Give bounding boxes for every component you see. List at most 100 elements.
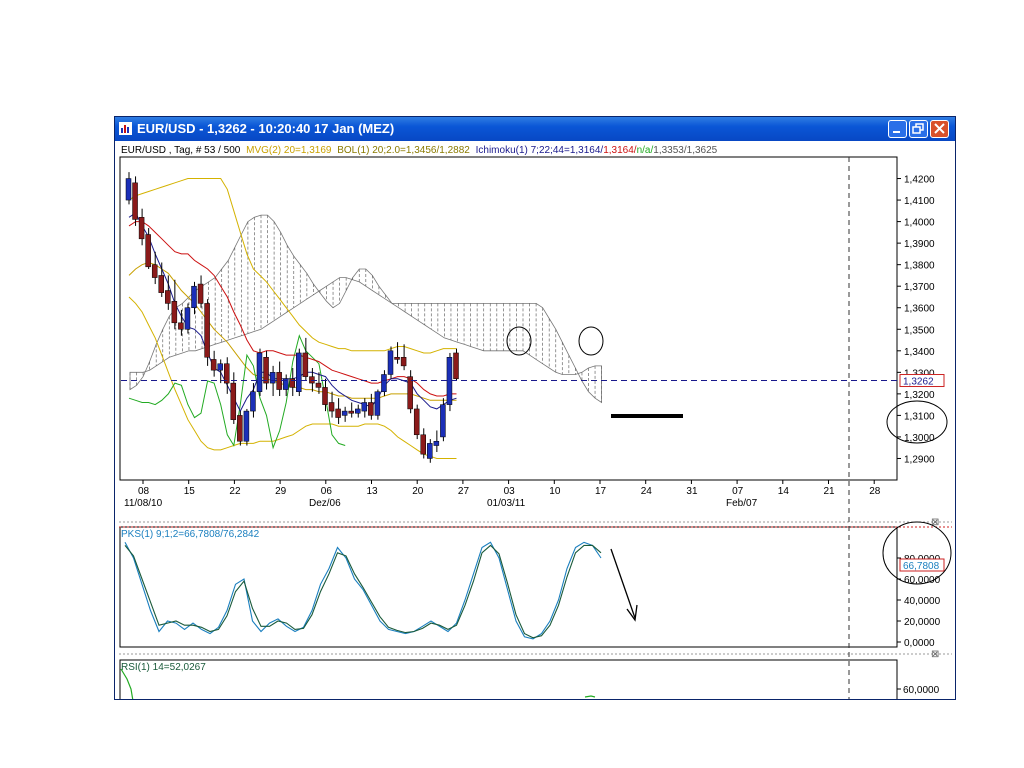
bear-candle <box>289 378 295 388</box>
x-tick-label: 07 <box>732 486 744 497</box>
bear-candle <box>237 415 243 442</box>
bull-candle <box>191 285 197 308</box>
chart-app-icon <box>119 122 132 135</box>
bear-candle <box>315 382 322 388</box>
chart-canvas: EUR/USD , Tag, # 53 / 500 MVG(2) 20=1,31… <box>119 145 952 699</box>
bull-candle <box>341 410 348 416</box>
axis-layer: 1,4200 1,4100 1,4000 1,3900 1,3800 1,3700 1,36… <box>138 175 935 497</box>
bear-candle <box>138 217 145 240</box>
bear-candle <box>420 434 426 455</box>
bear-candle <box>413 408 420 436</box>
stochastic-y-tick-label: 40,0000 <box>904 596 941 607</box>
x-tick-label: 27 <box>458 486 470 497</box>
bull-candle <box>387 350 394 375</box>
y-tick-label: 1,3600 <box>904 304 935 315</box>
bull-candle <box>269 372 276 384</box>
bull-candle <box>217 363 223 371</box>
stochastic-y-tick-label: 60,0000 <box>904 575 941 586</box>
header-ichimoku-chikou: n/a/ <box>637 145 654 156</box>
ichimoku-cloud-outline <box>129 214 602 404</box>
bear-candle <box>132 182 138 220</box>
header-pair: EUR/USD , Tag, # 53 / 500 <box>121 145 241 156</box>
bear-candle <box>328 402 335 412</box>
bull-candle <box>250 391 256 412</box>
bear-candle <box>197 283 204 304</box>
x-tick-label: 17 <box>595 486 607 497</box>
x-tick-label: 13 <box>367 486 379 497</box>
bear-candle <box>368 402 374 416</box>
y-tick-label: 1,4100 <box>904 196 935 207</box>
bear-candle <box>394 357 400 360</box>
x-tick-label: 15 <box>184 486 196 497</box>
bear-candle <box>145 234 151 268</box>
x-tick-label: 08 <box>138 486 150 497</box>
x-tick-label: 14 <box>778 486 790 497</box>
panel-close-icon-1[interactable]: ⊠ <box>931 517 939 528</box>
y-tick-label: 1,3500 <box>904 325 935 336</box>
y-tick-label: 1,3900 <box>904 239 935 250</box>
bear-candle <box>335 408 341 418</box>
bull-candle <box>256 352 263 392</box>
main-plot-layer <box>125 172 602 463</box>
bear-candle <box>230 382 237 420</box>
title-bar[interactable]: EUR/USD - 1,3262 - 10:20:40 17 Jan (MEZ) <box>115 117 955 141</box>
rsi-line-2 <box>584 695 596 698</box>
bear-candle <box>151 264 158 278</box>
stochastic-y-tick-label: 20,0000 <box>904 617 941 628</box>
bear-candle <box>165 290 171 304</box>
y-tick-label: 1,4000 <box>904 218 935 229</box>
stochastic-value-label: 66,7808 <box>903 561 940 572</box>
annotation-circle-1 <box>506 326 532 356</box>
rsi-tick-label: 60,0000 <box>903 685 940 696</box>
header-bol: BOL(1) 20;2.0=1,3456/1,2882 <box>337 145 470 156</box>
y-tick-label: 1,3300 <box>904 368 935 379</box>
bear-candle <box>276 372 282 390</box>
annotation-arrow-head <box>626 604 638 622</box>
y-tick-label: 1,2900 <box>904 454 935 465</box>
bear-candle <box>348 410 354 414</box>
rsi-label: RSI(1) 14=52,0267 <box>121 662 206 673</box>
close-button[interactable] <box>930 120 949 138</box>
bull-candle <box>243 410 250 442</box>
x-tick-label: 20 <box>412 486 424 497</box>
bull-candle <box>296 352 302 392</box>
y-tick-label: 1,3100 <box>904 411 935 422</box>
date-label-2: Dez/06 <box>309 498 341 509</box>
bear-candle <box>263 357 269 384</box>
bull-candle <box>355 408 361 414</box>
panel-close-icon-2[interactable]: ⊠ <box>931 649 939 660</box>
restore-button[interactable] <box>909 120 928 138</box>
header-ichimoku: Ichimoku(1) 7;22;44=1,3164/ <box>476 145 604 156</box>
y-tick-label: 1,3000 <box>904 433 935 444</box>
x-tick-label: 03 <box>504 486 516 497</box>
stochastic-k-line <box>124 541 602 640</box>
date-label-1: 11/08/10 <box>124 498 163 509</box>
header-mvg: MVG(2) 20=1,3169 <box>246 145 332 156</box>
bull-candle <box>374 391 381 416</box>
header-ichimoku-kijun: 1,3164/ <box>603 145 637 156</box>
x-tick-label: 21 <box>824 486 836 497</box>
bear-candle <box>407 376 413 410</box>
bollinger-upper-line <box>128 178 457 354</box>
rsi-plot-frame <box>119 659 898 699</box>
bull-candle <box>440 404 446 438</box>
date-label-3: 01/03/11 <box>487 498 526 509</box>
restore-icon <box>912 123 924 134</box>
kijun-sen-line <box>128 221 457 397</box>
y-tick-label: 1,3800 <box>904 261 935 272</box>
x-tick-label: 29 <box>275 486 287 497</box>
bull-candle <box>381 374 387 392</box>
header-line: EUR/USD , Tag, # 53 / 500 MVG(2) 20=1,31… <box>121 145 718 156</box>
stochastic-label: PKS(1) 9;1;2=66,7808/76,2842 <box>121 529 260 540</box>
y-tick-label: 1,4200 <box>904 175 935 186</box>
last-price-label: 1,3262 <box>903 377 934 388</box>
bear-candle <box>309 376 315 384</box>
close-icon <box>934 123 945 134</box>
x-tick-label: 28 <box>869 486 881 497</box>
header-ichimoku-senkou: 1,3353/1,3625 <box>653 145 717 156</box>
bear-candle <box>158 275 164 293</box>
stochastic-y-tick-label: 0,0000 <box>904 638 935 649</box>
minimize-button[interactable] <box>888 120 907 138</box>
chart-window: EUR/USD - 1,3262 - 10:20:40 17 Jan (MEZ)… <box>114 116 956 700</box>
last-price-box <box>899 374 945 388</box>
